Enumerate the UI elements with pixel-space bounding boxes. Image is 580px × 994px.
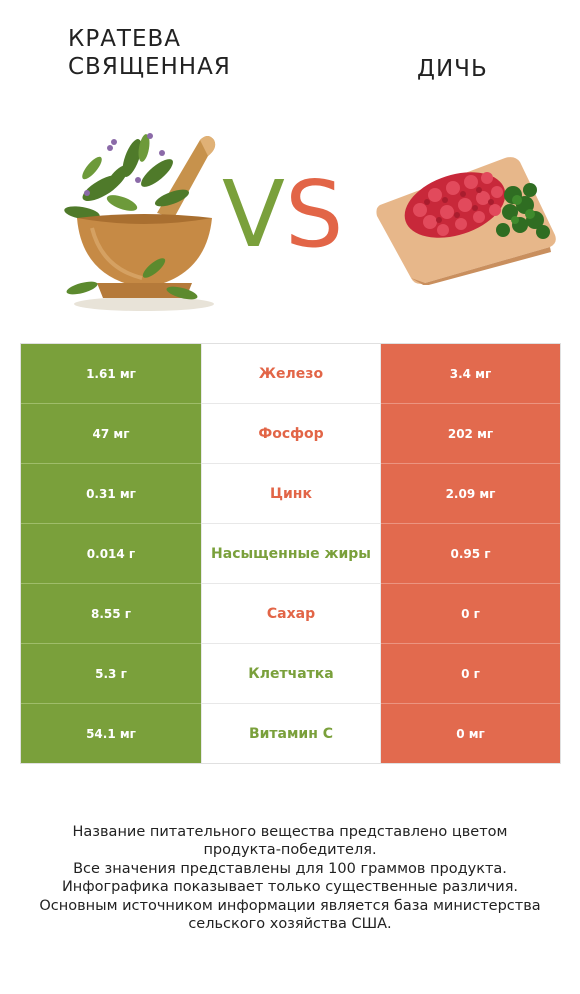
- left-value: 1.61 мг: [21, 344, 201, 403]
- left-value: 47 мг: [21, 403, 201, 463]
- left-value: 54.1 мг: [21, 703, 201, 763]
- footer-line: Инфографика показывает только существенн…: [61, 879, 519, 896]
- left-value: 5.3 г: [21, 643, 201, 703]
- left-value: 0.014 г: [21, 523, 201, 583]
- right-value: 0 г: [381, 643, 560, 703]
- footer-line: продукта-победителя.: [203, 842, 377, 859]
- table-row: 0.31 мг Цинк 2.09 мг: [21, 463, 560, 524]
- footer-line: Все значения представлены для 100 граммо…: [73, 860, 507, 877]
- right-value: 0 мг: [381, 703, 560, 763]
- comparison-table: 1.61 мг Железо 3.4 мг 47 мг Фосфор 202 м…: [20, 343, 561, 764]
- footer-line: сельского хозяйства США.: [188, 916, 392, 933]
- table-row: 5.3 г Клетчатка 0 г: [21, 643, 560, 704]
- nutrient-name: Цинк: [201, 464, 381, 523]
- nutrient-name: Насыщенные жиры: [201, 524, 381, 583]
- vs-label: VS: [222, 165, 343, 265]
- table-row: 54.1 мг Витамин C 0 мг: [21, 703, 560, 763]
- right-value: 0 г: [381, 583, 560, 643]
- left-product-title: Кратева священная: [68, 25, 268, 81]
- right-value: 202 мг: [381, 403, 560, 463]
- vs-v: V: [222, 161, 285, 268]
- table-row: 0.014 г Насыщенные жиры 0.95 г: [21, 523, 560, 584]
- herbs-in-mortar-image: [64, 133, 216, 311]
- right-value: 0.95 г: [381, 523, 560, 583]
- right-value: 2.09 мг: [381, 463, 560, 523]
- footer-note: Название питательного вещества представл…: [20, 823, 560, 933]
- table-row: 8.55 г Сахар 0 г: [21, 583, 560, 644]
- footer-line: Название питательного вещества представл…: [72, 824, 508, 840]
- nutrient-name: Витамин C: [201, 704, 381, 763]
- vs-s: S: [284, 161, 344, 268]
- footer-line: Основным источником информации является …: [39, 897, 541, 914]
- nutrient-name: Железо: [201, 344, 381, 403]
- left-title-line2: священная: [68, 54, 231, 80]
- ground-meat-on-board-image: [376, 157, 556, 285]
- nutrient-name: Клетчатка: [201, 644, 381, 703]
- table-row: 47 мг Фосфор 202 мг: [21, 403, 560, 464]
- right-value: 3.4 мг: [381, 344, 560, 403]
- nutrient-name: Фосфор: [201, 404, 381, 463]
- table-row: 1.61 мг Железо 3.4 мг: [21, 344, 560, 404]
- left-value: 0.31 мг: [21, 463, 201, 523]
- left-value: 8.55 г: [21, 583, 201, 643]
- right-product-title: Дичь: [417, 56, 488, 82]
- left-title-line1: Кратева: [68, 26, 182, 52]
- nutrient-name: Сахар: [201, 584, 381, 643]
